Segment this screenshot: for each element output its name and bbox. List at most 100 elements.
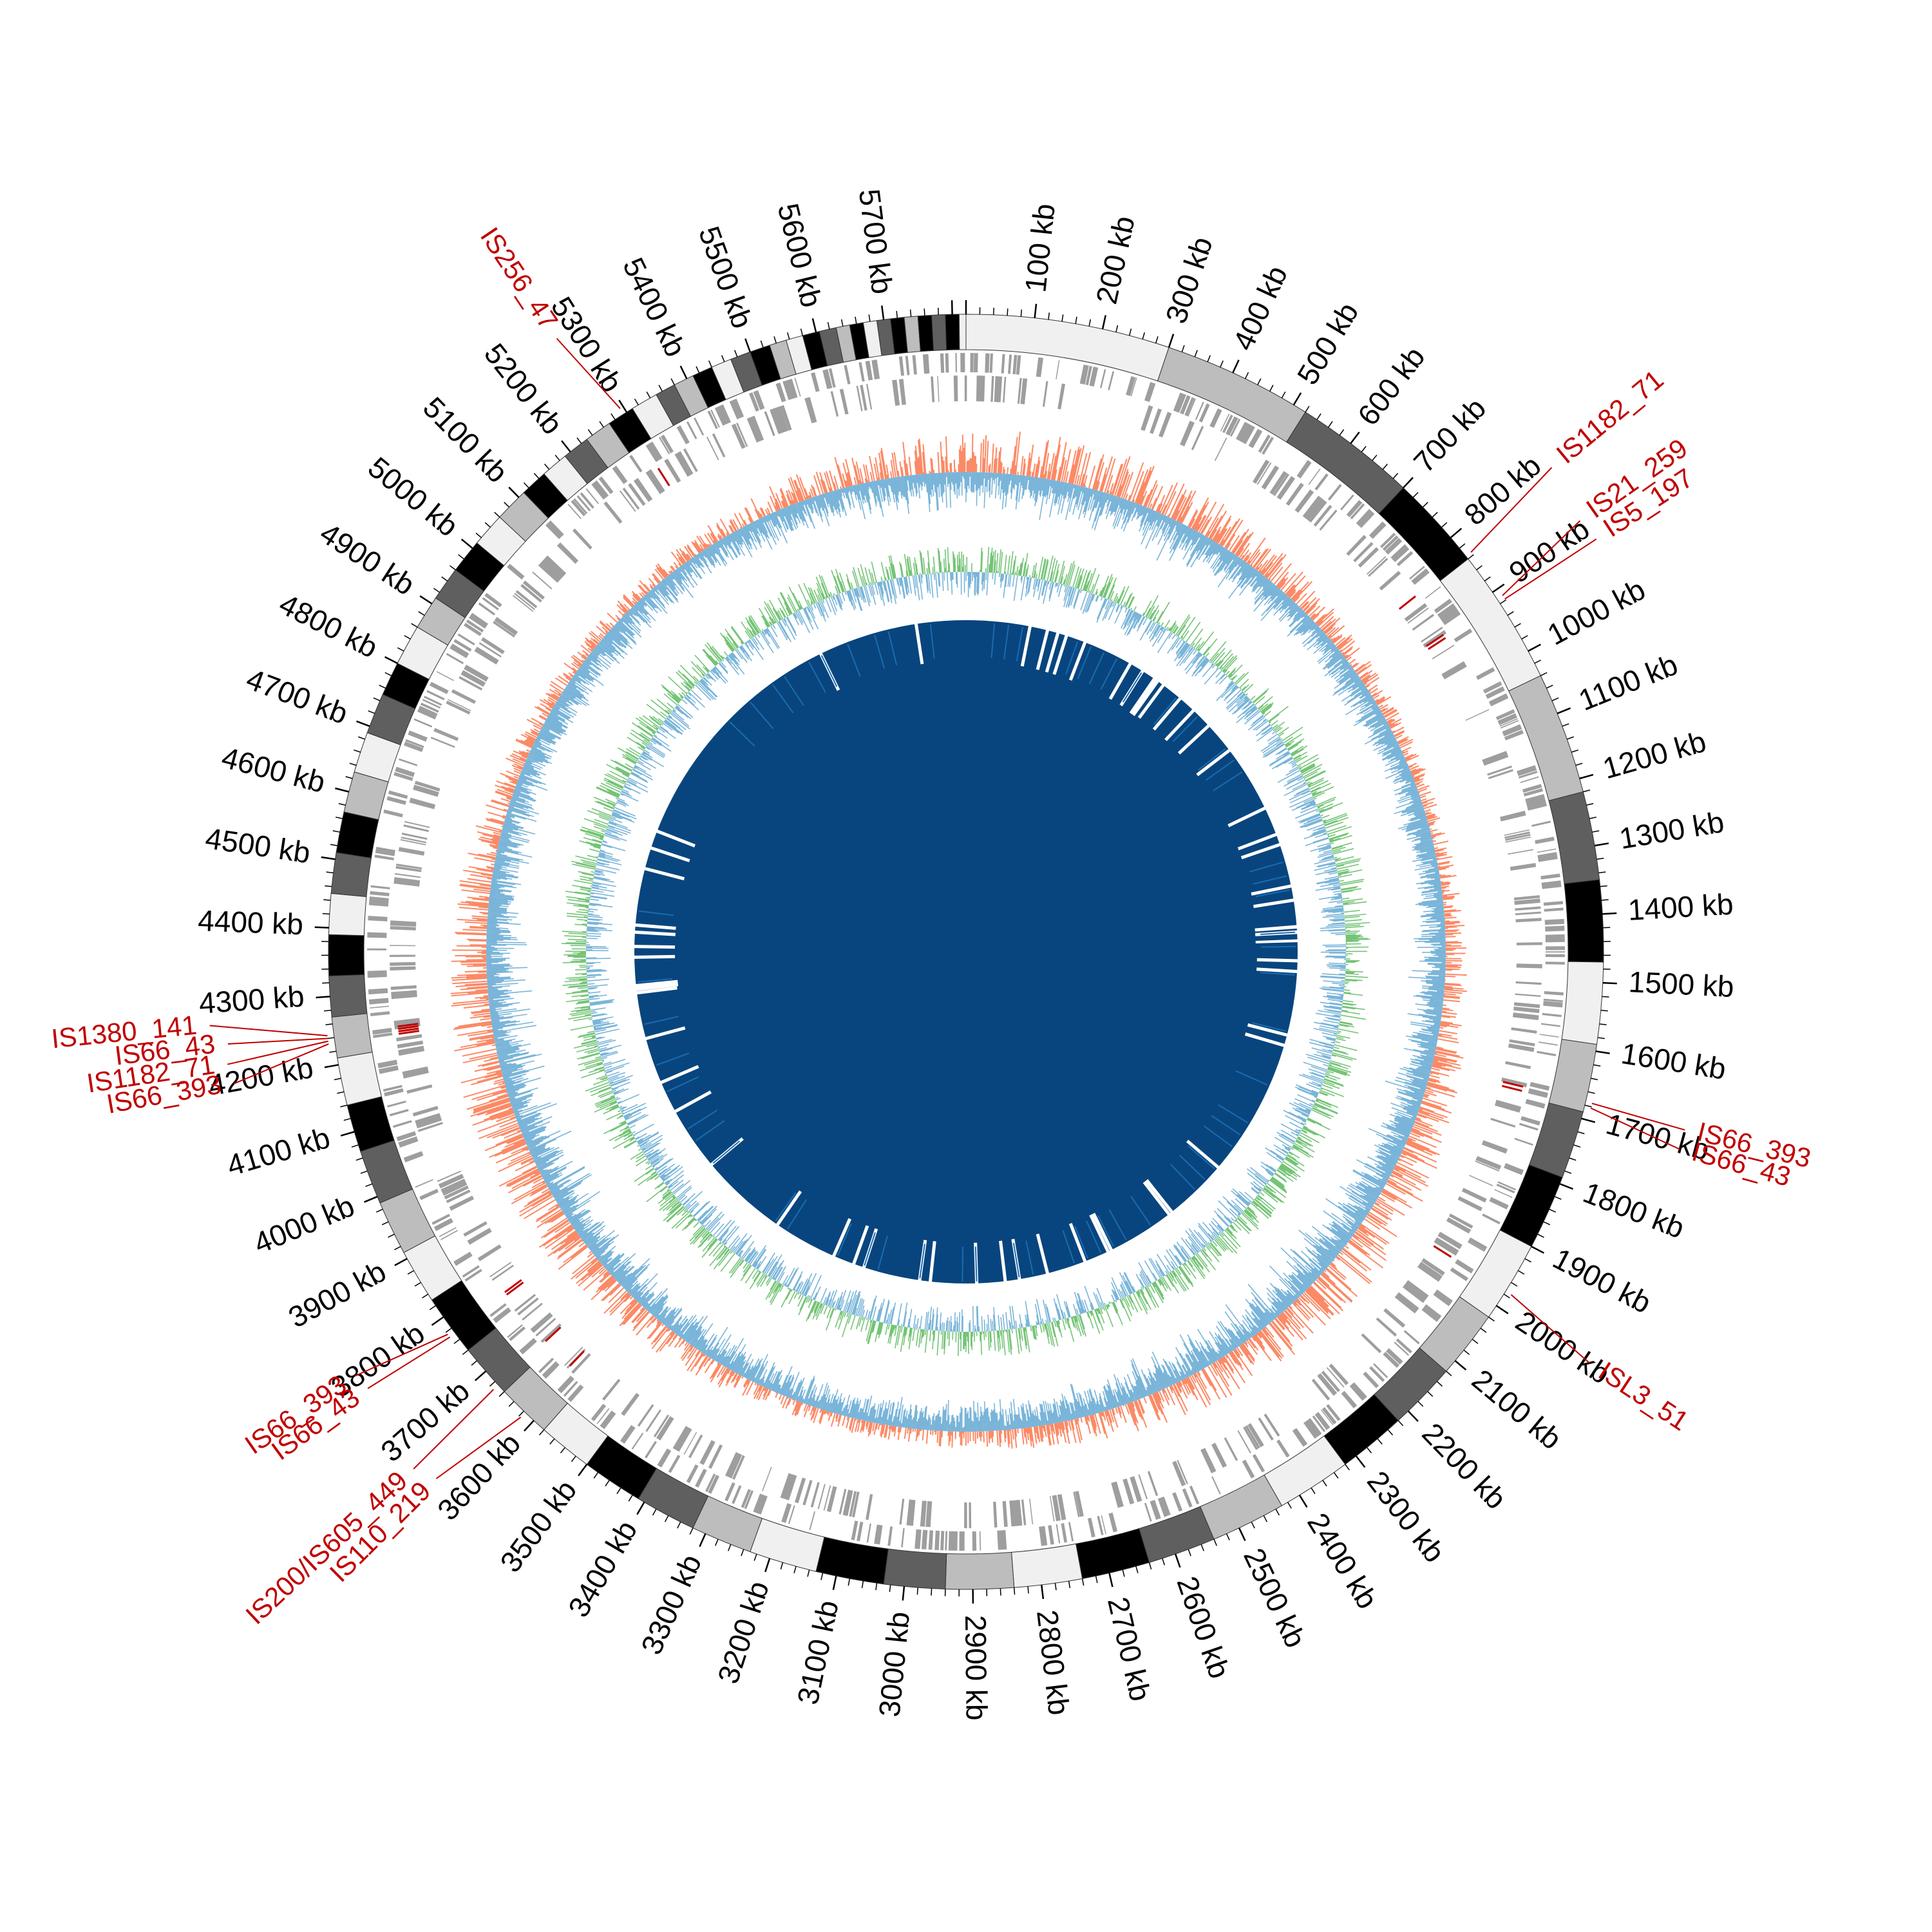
major-tick: [1559, 1183, 1574, 1190]
inner-ring-gap: [1152, 696, 1183, 731]
inner-ring-gap: [1253, 898, 1296, 909]
minor-tick: [429, 1305, 436, 1311]
inner-ring-shade: [1235, 1070, 1268, 1086]
minor-tick: [489, 1381, 496, 1387]
minor-tick: [1412, 491, 1419, 498]
inner-ring-gap: [1108, 661, 1133, 700]
inner-ring-gap: [1244, 1032, 1287, 1048]
minor-tick: [508, 1401, 515, 1407]
major-tick: [474, 1370, 487, 1381]
minor-tick: [1226, 1533, 1230, 1540]
minor-tick: [1007, 308, 1009, 316]
is-element-mark: [1502, 1081, 1524, 1088]
ideogram-band: [965, 314, 1170, 382]
minor-tick: [1583, 790, 1591, 793]
inner-ring-shade: [820, 655, 838, 687]
inner-ring-shade: [808, 661, 826, 693]
minor-tick: [1142, 332, 1146, 339]
minor-tick: [1600, 1009, 1608, 1012]
minor-tick: [375, 1209, 383, 1213]
minor-tick: [1537, 1233, 1544, 1238]
minor-tick: [373, 697, 381, 701]
inner-ring-shade: [687, 1110, 718, 1130]
minor-tick: [1507, 611, 1514, 616]
major-tick: [1034, 303, 1037, 318]
major-tick: [394, 1258, 408, 1267]
ideogram-band: [1548, 791, 1600, 884]
inner-ring-shade: [1012, 1242, 1020, 1278]
tick-label: 3000 kb: [872, 1610, 916, 1718]
inner-ring-gap: [633, 923, 676, 930]
minor-tick: [1600, 885, 1607, 887]
minor-tick: [381, 1221, 389, 1226]
minor-tick: [1377, 1438, 1383, 1444]
minor-tick: [1361, 446, 1367, 453]
ideogram-band: [931, 314, 947, 351]
is-label-leader: [1591, 1103, 1685, 1131]
tick-label: 2500 kb: [1237, 1543, 1312, 1653]
minor-tick: [827, 322, 830, 330]
minor-tick: [1128, 328, 1132, 336]
major-tick: [419, 595, 433, 605]
tick-label: 5600 kb: [772, 200, 829, 310]
is-label-leader: [1504, 538, 1597, 600]
inner-ring-shade: [1016, 627, 1023, 661]
major-tick: [1168, 334, 1175, 348]
inner-ring-gap: [1036, 1233, 1050, 1276]
tick-label: 4900 kb: [314, 516, 421, 601]
major-tick: [1595, 1050, 1610, 1055]
ideogram-band: [331, 1013, 373, 1059]
minor-tick: [332, 830, 340, 833]
tick-label: 1600 kb: [1619, 1036, 1728, 1086]
minor-tick: [1577, 1131, 1585, 1135]
inner-ring-shade: [877, 1236, 888, 1270]
major-tick: [364, 1195, 378, 1203]
inner-ring-break: [1129, 675, 1161, 716]
minor-tick: [923, 308, 925, 316]
minor-tick: [1075, 316, 1077, 324]
inner-ring-band: [634, 620, 1298, 1284]
minor-tick: [1333, 1472, 1339, 1479]
minor-tick: [358, 736, 365, 740]
inner-ring-gap: [1240, 842, 1282, 860]
minor-tick: [1480, 1327, 1487, 1333]
inner-ring-shade: [1153, 697, 1177, 725]
tick-label: 500 kb: [1291, 297, 1365, 390]
minor-tick: [1593, 1064, 1601, 1067]
minor-tick: [611, 413, 616, 420]
minor-tick: [773, 336, 777, 344]
minor-tick: [634, 398, 639, 406]
minor-tick: [533, 473, 540, 479]
minor-tick: [404, 635, 411, 639]
tick-label: 300 kb: [1159, 232, 1218, 327]
minor-tick: [1220, 360, 1224, 368]
inner-ring-shade: [1252, 1022, 1287, 1032]
major-tick: [1407, 1410, 1419, 1422]
inner-ring-gap: [1052, 633, 1069, 675]
minor-tick: [1598, 871, 1606, 874]
inner-ring-gap: [654, 829, 696, 848]
minor-tick: [1392, 473, 1399, 479]
ideogram-band: [958, 314, 967, 350]
minor-tick: [338, 803, 346, 806]
gc-skew-negative-signal: [585, 571, 1347, 1332]
inner-ring-gap: [634, 986, 677, 995]
ideogram-band: [945, 314, 960, 351]
tick-label: 2100 kb: [1466, 1363, 1568, 1456]
major-tick: [1492, 583, 1505, 593]
minor-tick: [1188, 1549, 1191, 1557]
minor-tick: [658, 384, 663, 392]
minor-tick: [728, 1544, 732, 1551]
is-element-mark: [545, 1326, 562, 1342]
minor-tick: [1122, 1569, 1125, 1577]
minor-tick: [1534, 659, 1541, 664]
ideogram-band: [1508, 675, 1584, 801]
minor-tick: [1587, 1091, 1595, 1094]
minor-tick: [896, 310, 898, 318]
inner-ring-shade: [1062, 1230, 1075, 1264]
minor-tick: [1472, 1339, 1479, 1344]
is-element-mark: [1425, 634, 1444, 647]
minor-tick: [840, 319, 844, 327]
minor-tick: [1305, 406, 1310, 413]
minor-tick: [1592, 830, 1600, 833]
